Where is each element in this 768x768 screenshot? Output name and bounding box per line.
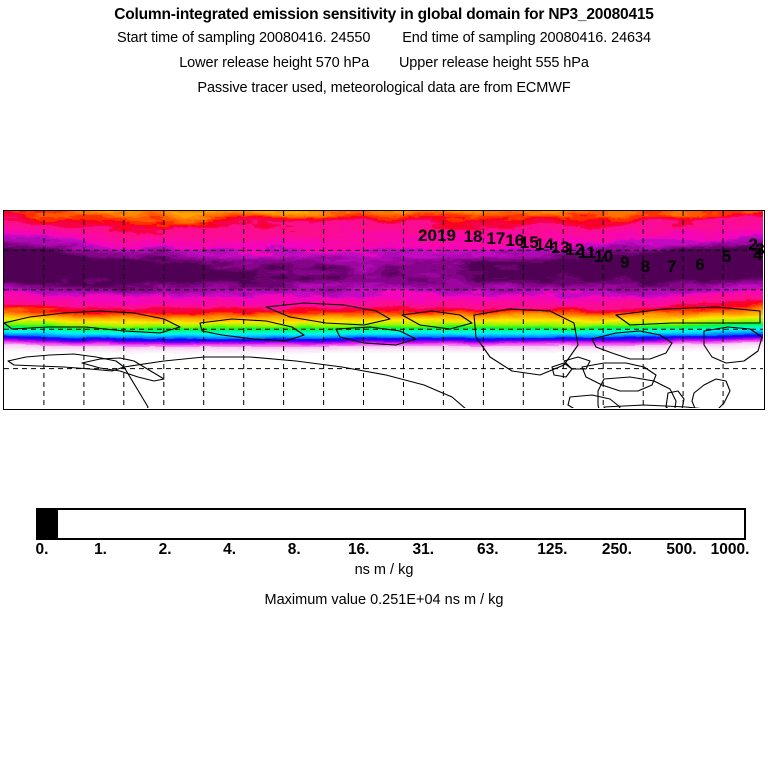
colorbar-panel: 0. 1. 2. 4. 8. 16. 31. 63. 125. 250. 500. 1000. bbox=[36, 508, 749, 558]
colorbar-tick-2: 2. bbox=[158, 541, 172, 558]
sampling-time-line: Start time of sampling 20080416. 24550 E… bbox=[0, 26, 768, 51]
map-frame-border bbox=[3, 210, 765, 410]
upper-release-height-label: Upper release height 555 hPa bbox=[398, 55, 589, 71]
maximum-value-label: Maximum value 0.251E+04 ns m / kg bbox=[264, 592, 504, 608]
colorbar-tick-5: 16. bbox=[347, 541, 370, 558]
figure-title: Column-integrated emission sensitivity i… bbox=[114, 6, 654, 23]
colorbar-band-7 bbox=[52, 510, 54, 538]
colorbar-tick-7: 63. bbox=[477, 541, 499, 558]
colorbar-band-9 bbox=[56, 510, 58, 538]
colorbar-tick-labels: 0. 1. 2. 4. 8. 16. 31. 63. 125. 250. 500. 1000. bbox=[35, 541, 750, 563]
colorbar[interactable] bbox=[36, 508, 746, 540]
tracer-note-label: Passive tracer used, meteorological data… bbox=[197, 80, 571, 96]
lower-release-height-label: Lower release height 570 hPa bbox=[179, 55, 370, 71]
release-height-line: Lower release height 570 hPa Upper relea… bbox=[0, 51, 768, 76]
colorbar-tick-0: 0. bbox=[35, 541, 49, 558]
colorbar-band-4 bbox=[46, 510, 48, 538]
end-time-label: End time of sampling 20080416. 24634 bbox=[402, 30, 651, 46]
figure-header: Column-integrated emission sensitivity i… bbox=[0, 0, 768, 101]
colorbar-unit-label: ns m / kg bbox=[354, 562, 414, 578]
colorbar-tick-3: 4. bbox=[223, 541, 237, 558]
colorbar-band-8 bbox=[54, 510, 56, 538]
colorbar-band-0 bbox=[38, 510, 40, 538]
map-panel[interactable]: 20 19 18 17 16 15 14 13 12 11 10 9 8 7 6 5 4 3 2 bbox=[3, 210, 765, 410]
colorbar-tick-8: 125. bbox=[537, 541, 568, 558]
colorbar-tick-6: 31. bbox=[412, 541, 435, 558]
colorbar-tick-1: 1. bbox=[94, 541, 107, 558]
colorbar-tick-9: 250. bbox=[601, 541, 632, 558]
colorbar-tick-4: 8. bbox=[287, 541, 301, 558]
colorbar-band-6 bbox=[50, 510, 52, 538]
colorbar-band-5 bbox=[48, 510, 50, 538]
colorbar-band-1 bbox=[40, 510, 42, 538]
colorbar-band-2 bbox=[42, 510, 44, 538]
colorbar-band-3 bbox=[44, 510, 46, 538]
start-time-label: Start time of sampling 20080416. 24550 bbox=[117, 30, 371, 46]
colorbar-tick-11: 1000. bbox=[710, 541, 750, 558]
colorbar-tick-10: 500. bbox=[666, 541, 697, 558]
